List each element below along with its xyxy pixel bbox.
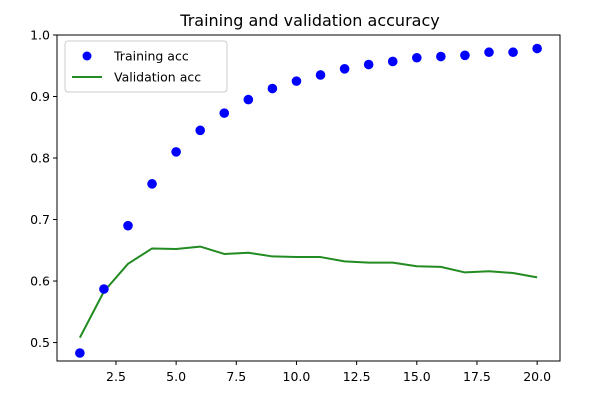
training-acc-point bbox=[195, 125, 205, 136]
x-tick-label: 12.5 bbox=[343, 369, 371, 384]
training-acc-point bbox=[339, 64, 350, 74]
training-acc-point bbox=[508, 47, 518, 58]
training-acc-point bbox=[147, 179, 157, 189]
training-acc-point bbox=[75, 348, 85, 358]
x-axis: 2.5 5.0 7.5 10.0 12.5 15.0 17.5 20.0 bbox=[106, 361, 551, 384]
training-acc-point bbox=[315, 70, 326, 80]
x-tick-label: 2.5 bbox=[106, 369, 126, 384]
x-tick-label: 17.5 bbox=[463, 369, 491, 384]
legend-box bbox=[64, 40, 228, 93]
training-acc-point bbox=[363, 59, 374, 70]
y-tick-label: 0.8 bbox=[30, 151, 50, 166]
training-acc-point bbox=[267, 83, 278, 94]
y-tick-label: 1.0 bbox=[30, 28, 50, 43]
x-tick-label: 15.0 bbox=[403, 369, 431, 384]
y-tick-label: 0.7 bbox=[30, 212, 50, 227]
training-acc-point bbox=[460, 50, 470, 61]
legend-training-label: Training acc bbox=[113, 49, 189, 64]
training-acc-point bbox=[171, 147, 181, 157]
training-acc-point bbox=[243, 94, 254, 105]
legend-training-marker bbox=[82, 51, 92, 61]
y-axis: 0.5 0.6 0.7 0.8 0.9 1.0 bbox=[30, 28, 57, 350]
training-acc-point bbox=[219, 108, 230, 118]
validation-acc-line bbox=[78, 245, 538, 339]
training-acc-point bbox=[412, 52, 422, 63]
training-acc-point bbox=[99, 284, 109, 294]
x-tick-label: 5.0 bbox=[166, 369, 186, 384]
series-layer bbox=[75, 43, 542, 358]
y-tick-label: 0.9 bbox=[30, 89, 50, 104]
y-tick-label: 0.5 bbox=[30, 335, 50, 350]
training-acc-point bbox=[291, 76, 302, 86]
chart-title: Training and validation accuracy bbox=[179, 11, 439, 30]
x-tick-label: 10.0 bbox=[283, 369, 311, 384]
training-acc-point bbox=[387, 56, 398, 67]
training-acc-point bbox=[532, 43, 542, 54]
y-tick-label: 0.6 bbox=[30, 274, 50, 289]
x-tick-label: 7.5 bbox=[226, 369, 246, 384]
legend: Training acc Validation acc bbox=[64, 40, 228, 93]
legend-validation-label: Validation acc bbox=[114, 70, 201, 85]
training-acc-point bbox=[436, 51, 446, 62]
training-acc-point bbox=[484, 47, 494, 58]
training-acc-point bbox=[123, 220, 133, 231]
x-tick-label: 20.0 bbox=[523, 369, 551, 384]
